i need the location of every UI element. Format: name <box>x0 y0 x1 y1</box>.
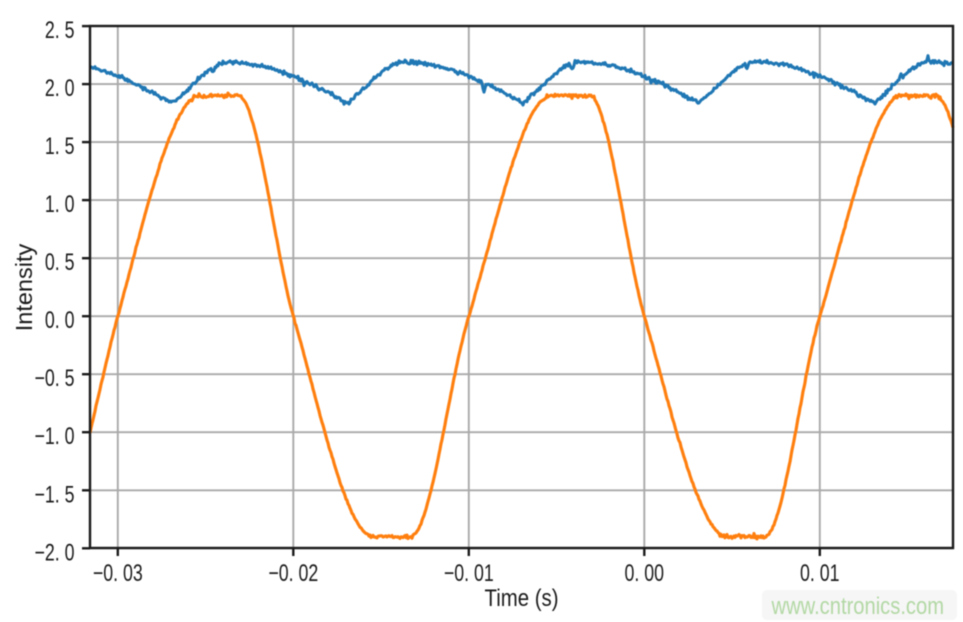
svg-text:1. 5: 1. 5 <box>45 134 75 160</box>
svg-text:0. 00: 0. 00 <box>625 561 664 587</box>
svg-text:−2. 0: −2. 0 <box>35 540 75 566</box>
svg-text:www.cntronics.com: www.cntronics.com <box>771 592 944 619</box>
svg-text:0. 5: 0. 5 <box>45 250 75 276</box>
svg-text:−1. 0: −1. 0 <box>35 424 75 450</box>
svg-text:2. 5: 2. 5 <box>45 18 75 44</box>
svg-text:−0. 01: −0. 01 <box>444 561 494 587</box>
svg-text:−0. 02: −0. 02 <box>268 561 318 587</box>
svg-text:−0. 03: −0. 03 <box>93 561 143 587</box>
svg-text:Intensity: Intensity <box>11 243 37 331</box>
svg-text:−1. 5: −1. 5 <box>35 482 75 508</box>
svg-text:−0. 5: −0. 5 <box>35 366 75 392</box>
svg-text:0. 0: 0. 0 <box>45 308 75 334</box>
svg-text:Time (s): Time (s) <box>484 584 558 611</box>
svg-text:1. 0: 1. 0 <box>45 192 75 218</box>
svg-text:0. 01: 0. 01 <box>800 561 839 587</box>
svg-text:2. 0: 2. 0 <box>45 76 75 102</box>
